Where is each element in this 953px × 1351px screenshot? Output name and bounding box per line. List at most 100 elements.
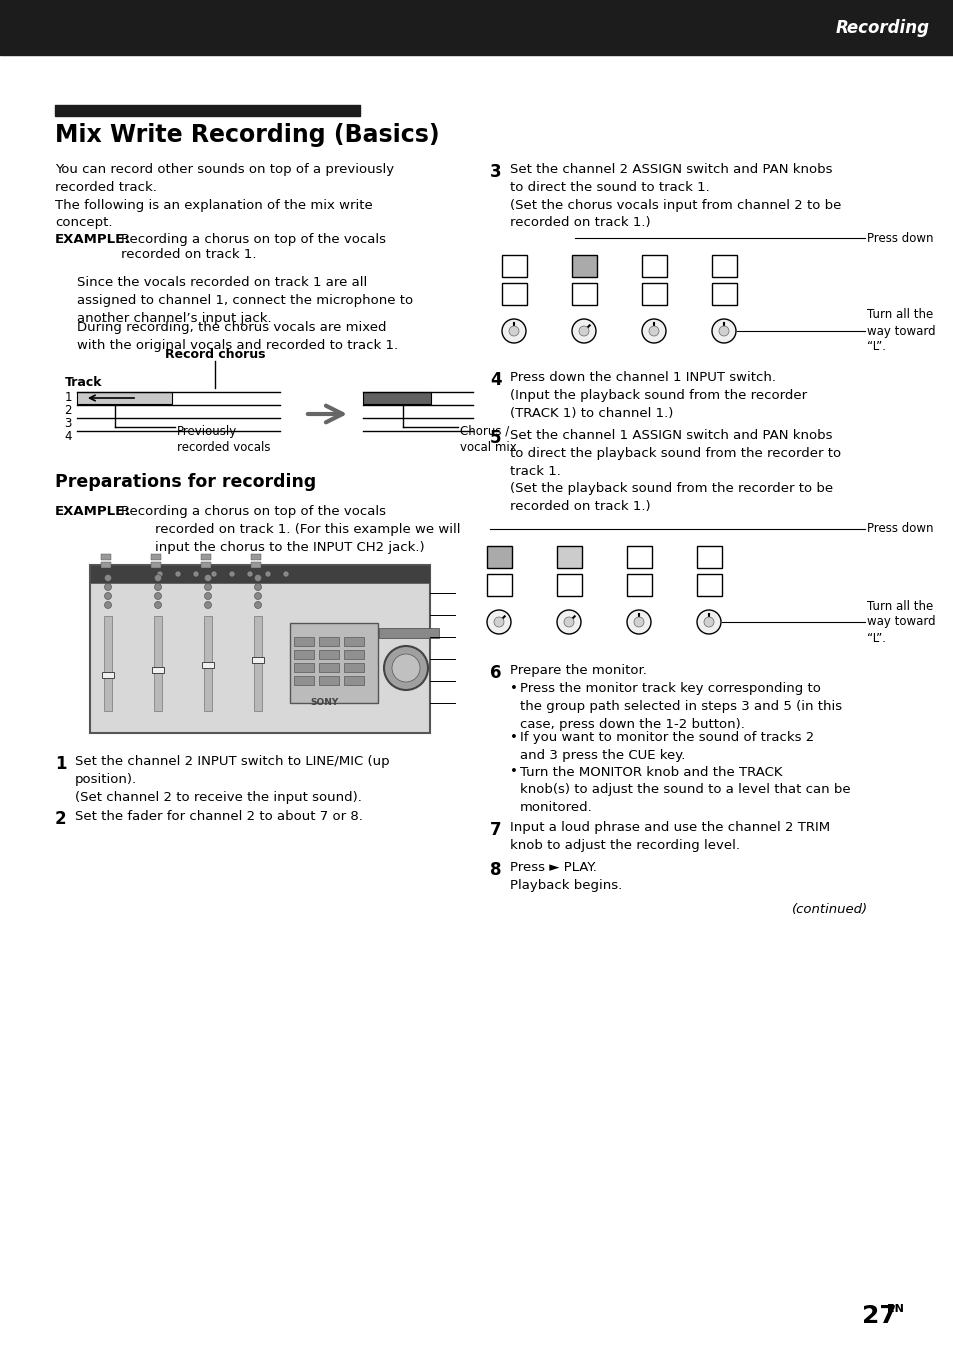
Text: If you want to monitor the sound of tracks 2
and 3 press the CUE key.: If you want to monitor the sound of trac…: [519, 731, 814, 762]
Text: EN: EN: [886, 1304, 902, 1315]
Text: EXAMPLE:: EXAMPLE:: [55, 505, 131, 517]
Bar: [294, 663, 314, 671]
Text: Input a loud phrase and use the channel 2 TRIM
knob to adjust the recording leve: Input a loud phrase and use the channel …: [510, 821, 829, 851]
Text: •: •: [510, 682, 517, 694]
Circle shape: [697, 611, 720, 634]
Text: 3: 3: [65, 417, 71, 430]
Circle shape: [641, 319, 665, 343]
Circle shape: [105, 601, 112, 608]
Bar: [572, 282, 597, 305]
Circle shape: [154, 584, 161, 590]
Bar: [101, 562, 111, 567]
Circle shape: [563, 617, 574, 627]
Circle shape: [105, 584, 112, 590]
Bar: [0, 0, 953, 55]
Circle shape: [154, 574, 161, 581]
Circle shape: [509, 326, 518, 336]
Text: •: •: [510, 731, 517, 744]
Bar: [344, 650, 364, 659]
Circle shape: [626, 611, 650, 634]
Circle shape: [572, 319, 596, 343]
Bar: [363, 392, 431, 404]
Circle shape: [719, 326, 728, 336]
Circle shape: [105, 593, 112, 600]
Text: Mix Write Recording (Basics): Mix Write Recording (Basics): [55, 123, 439, 147]
Text: Previously
recorded vocals: Previously recorded vocals: [177, 426, 271, 454]
Bar: [344, 676, 364, 685]
Circle shape: [486, 611, 511, 634]
Bar: [318, 663, 338, 671]
Bar: [344, 663, 364, 671]
Bar: [572, 255, 597, 277]
Text: recorded on track 1.: recorded on track 1.: [121, 249, 256, 261]
Circle shape: [711, 319, 735, 343]
Text: Recording a chorus on top of the vocals: Recording a chorus on top of the vocals: [121, 232, 386, 246]
Bar: [201, 562, 211, 567]
Circle shape: [392, 654, 419, 682]
Text: 8: 8: [490, 861, 501, 880]
Bar: [252, 657, 264, 663]
Bar: [697, 546, 721, 567]
Circle shape: [204, 574, 212, 581]
Text: Set the fader for channel 2 to about 7 or 8.: Set the fader for channel 2 to about 7 o…: [75, 811, 362, 823]
Circle shape: [494, 617, 503, 627]
Bar: [486, 546, 512, 567]
Text: Recording: Recording: [835, 19, 929, 36]
Text: Recording a chorus on top of the vocals
        recorded on track 1. (For this e: Recording a chorus on top of the vocals …: [121, 505, 460, 554]
Text: Chorus /
vocal mix: Chorus / vocal mix: [459, 426, 517, 454]
Text: Track: Track: [65, 376, 102, 389]
Text: Preparations for recording: Preparations for recording: [55, 473, 315, 490]
Bar: [378, 628, 438, 638]
Bar: [697, 574, 721, 596]
Bar: [641, 282, 666, 305]
Bar: [151, 562, 161, 567]
Bar: [626, 574, 651, 596]
Text: EXAMPLE:: EXAMPLE:: [55, 232, 131, 246]
Bar: [251, 562, 261, 567]
Text: 6: 6: [490, 663, 501, 682]
Circle shape: [501, 319, 525, 343]
Text: Turn all the
way toward
“L”.: Turn all the way toward “L”.: [866, 308, 935, 354]
Circle shape: [154, 593, 161, 600]
Text: (continued): (continued): [791, 902, 867, 916]
Bar: [294, 650, 314, 659]
Text: Set the channel 2 INPUT switch to LINE/MIC (up
position).
(Set channel 2 to rece: Set the channel 2 INPUT switch to LINE/M…: [75, 755, 389, 804]
Text: Turn all the
way toward
“L”.: Turn all the way toward “L”.: [866, 600, 935, 644]
Circle shape: [157, 571, 163, 577]
Bar: [711, 255, 737, 277]
Bar: [153, 616, 162, 711]
Circle shape: [154, 601, 161, 608]
Text: 1: 1: [65, 390, 71, 404]
Circle shape: [254, 601, 261, 608]
Bar: [101, 554, 111, 561]
Text: 4: 4: [65, 430, 71, 443]
Bar: [151, 554, 161, 561]
Text: SONY: SONY: [310, 698, 338, 707]
Bar: [318, 638, 338, 646]
Bar: [202, 662, 213, 667]
Text: Press down the channel 1 INPUT switch.
(Input the playback sound from the record: Press down the channel 1 INPUT switch. (…: [510, 372, 806, 420]
Text: 2: 2: [65, 404, 71, 417]
Text: During recording, the chorus vocals are mixed
with the original vocals and recor: During recording, the chorus vocals are …: [77, 322, 397, 351]
Bar: [90, 565, 430, 734]
Bar: [641, 255, 666, 277]
Bar: [557, 574, 581, 596]
Text: 1: 1: [55, 755, 67, 773]
Bar: [318, 676, 338, 685]
Circle shape: [254, 584, 261, 590]
Text: You can record other sounds on top of a previously
recorded track.
The following: You can record other sounds on top of a …: [55, 163, 394, 230]
Circle shape: [634, 617, 643, 627]
Circle shape: [193, 571, 199, 577]
Text: Press ► PLAY.
Playback begins.: Press ► PLAY. Playback begins.: [510, 861, 621, 892]
Text: Set the channel 2 ASSIGN switch and PAN knobs
to direct the sound to track 1.
(S: Set the channel 2 ASSIGN switch and PAN …: [510, 163, 841, 230]
Circle shape: [105, 574, 112, 581]
Text: Turn the MONITOR knob and the TRACK
knob(s) to adjust the sound to a level that : Turn the MONITOR knob and the TRACK knob…: [519, 766, 850, 815]
Circle shape: [703, 617, 713, 627]
Circle shape: [265, 571, 271, 577]
Bar: [318, 650, 338, 659]
Circle shape: [578, 326, 588, 336]
Bar: [55, 105, 359, 116]
Text: 7: 7: [490, 821, 501, 839]
Text: 4: 4: [490, 372, 501, 389]
Bar: [711, 282, 737, 305]
